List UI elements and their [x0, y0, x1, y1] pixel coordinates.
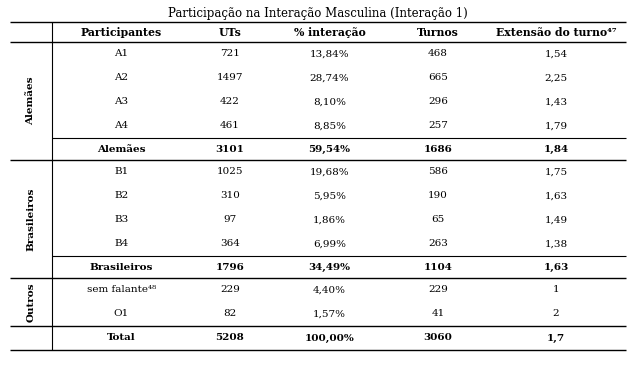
Text: 8,10%: 8,10% [313, 98, 346, 107]
Text: Extensão do turno⁴⁷: Extensão do turno⁴⁷ [495, 27, 616, 37]
Text: 1,43: 1,43 [544, 98, 567, 107]
Text: Brasileiros: Brasileiros [27, 187, 36, 251]
Text: 8,85%: 8,85% [313, 122, 346, 131]
Text: 5,95%: 5,95% [313, 192, 346, 200]
Text: sem falante⁴⁸: sem falante⁴⁸ [87, 285, 156, 295]
Text: 3101: 3101 [216, 144, 244, 154]
Text: 1104: 1104 [424, 263, 452, 272]
Text: B3: B3 [114, 216, 128, 224]
Text: B4: B4 [114, 240, 128, 248]
Text: 364: 364 [220, 240, 240, 248]
Text: 1,79: 1,79 [544, 122, 567, 131]
Text: 1686: 1686 [424, 144, 452, 154]
Text: 6,99%: 6,99% [313, 240, 346, 248]
Text: 468: 468 [428, 50, 448, 59]
Text: 28,74%: 28,74% [310, 74, 349, 83]
Text: A1: A1 [114, 50, 128, 59]
Text: 190: 190 [428, 192, 448, 200]
Text: 1,7: 1,7 [547, 333, 565, 343]
Text: 19,68%: 19,68% [310, 168, 349, 176]
Text: 665: 665 [428, 74, 448, 83]
Text: 461: 461 [220, 122, 240, 131]
Text: UTs: UTs [219, 27, 242, 37]
Text: 100,00%: 100,00% [305, 333, 354, 343]
Text: 1796: 1796 [216, 263, 244, 272]
Text: 5208: 5208 [216, 333, 244, 343]
Text: 3060: 3060 [424, 333, 452, 343]
Text: A2: A2 [114, 74, 128, 83]
Text: 1,49: 1,49 [544, 216, 567, 224]
Text: % interação: % interação [294, 27, 365, 37]
Text: Participantes: Participantes [81, 27, 162, 37]
Text: Alemães: Alemães [27, 77, 36, 125]
Text: 422: 422 [220, 98, 240, 107]
Text: 1497: 1497 [217, 74, 243, 83]
Text: 296: 296 [428, 98, 448, 107]
Text: 721: 721 [220, 50, 240, 59]
Text: 1,63: 1,63 [544, 192, 567, 200]
Text: Total: Total [107, 333, 136, 343]
Text: Alemães: Alemães [97, 144, 146, 154]
Text: 229: 229 [220, 285, 240, 295]
Text: 310: 310 [220, 192, 240, 200]
Text: 1,86%: 1,86% [313, 216, 346, 224]
Text: 1025: 1025 [217, 168, 243, 176]
Text: 1,63: 1,63 [543, 263, 569, 272]
Text: 1,57%: 1,57% [313, 309, 346, 319]
Text: Outros: Outros [27, 282, 36, 322]
Text: 257: 257 [428, 122, 448, 131]
Text: 4,40%: 4,40% [313, 285, 346, 295]
Text: 2: 2 [553, 309, 559, 319]
Text: 13,84%: 13,84% [310, 50, 349, 59]
Text: B2: B2 [114, 192, 128, 200]
Text: A3: A3 [114, 98, 128, 107]
Text: 65: 65 [431, 216, 445, 224]
Text: 97: 97 [223, 216, 237, 224]
Text: 59,54%: 59,54% [308, 144, 350, 154]
Text: 263: 263 [428, 240, 448, 248]
Text: 586: 586 [428, 168, 448, 176]
Text: 82: 82 [223, 309, 237, 319]
Text: 1: 1 [553, 285, 559, 295]
Text: A4: A4 [114, 122, 128, 131]
Text: 41: 41 [431, 309, 445, 319]
Text: 34,49%: 34,49% [308, 263, 350, 272]
Text: 229: 229 [428, 285, 448, 295]
Text: O1: O1 [114, 309, 129, 319]
Text: 2,25: 2,25 [544, 74, 567, 83]
Text: Turnos: Turnos [417, 27, 459, 37]
Text: 1,54: 1,54 [544, 50, 567, 59]
Text: Brasileiros: Brasileiros [90, 263, 153, 272]
Text: Participação na Interação Masculina (Interação 1): Participação na Interação Masculina (Int… [168, 6, 468, 19]
Text: 1,84: 1,84 [543, 144, 569, 154]
Text: 1,38: 1,38 [544, 240, 567, 248]
Text: B1: B1 [114, 168, 128, 176]
Text: 1,75: 1,75 [544, 168, 567, 176]
